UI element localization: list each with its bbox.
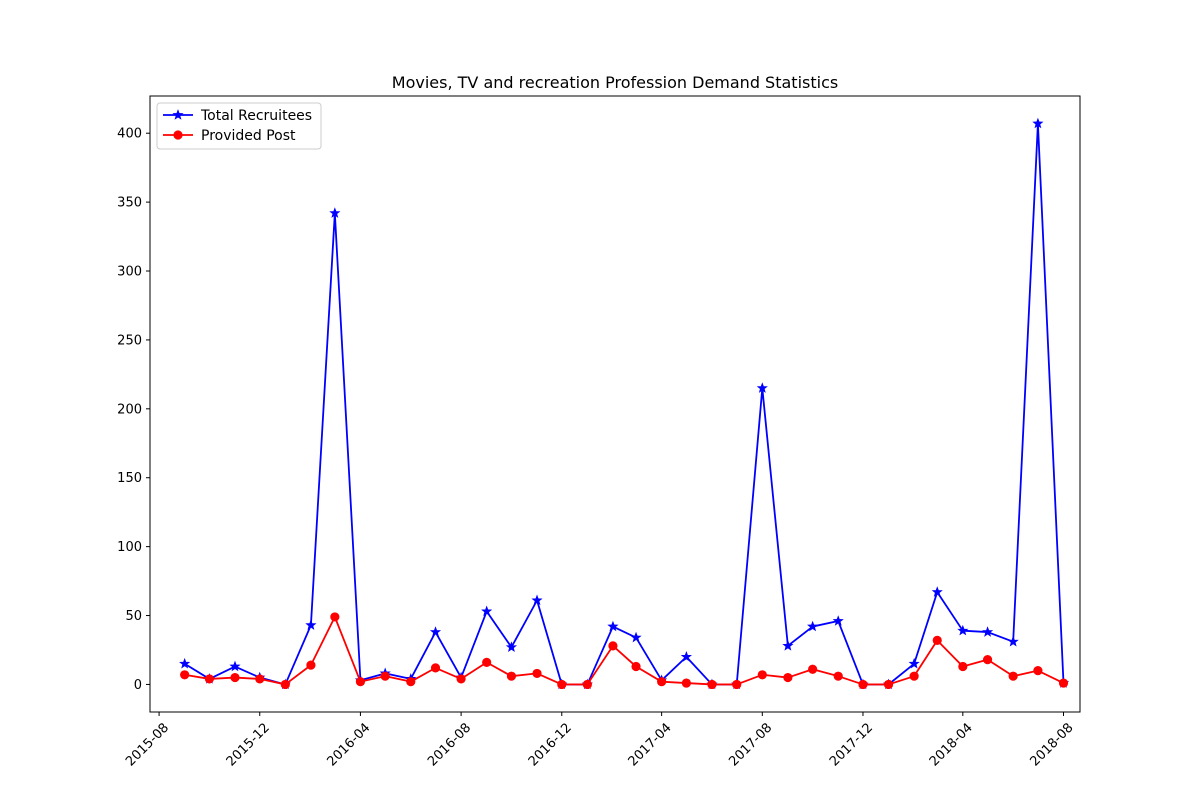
data-point — [982, 655, 993, 665]
data-point — [808, 664, 818, 674]
legend-marker-glyph — [173, 130, 183, 140]
y-tick-label: 100 — [117, 540, 142, 555]
data-point — [680, 651, 692, 662]
data-point — [505, 641, 518, 652]
data-point — [982, 626, 994, 637]
data-point — [832, 615, 844, 626]
data-point — [958, 661, 968, 672]
data-point — [957, 624, 969, 636]
data-point — [932, 635, 942, 645]
y-tick-label: 0 — [134, 678, 142, 693]
data-point — [305, 619, 317, 630]
series-layer — [179, 117, 1070, 690]
data-point — [909, 671, 919, 681]
y-tick-label: 150 — [117, 471, 142, 486]
chart-title: Movies, TV and recreation Profession Dem… — [392, 73, 838, 92]
data-point — [230, 672, 240, 683]
y-tick-label: 400 — [117, 127, 142, 142]
data-point — [330, 612, 340, 622]
series-provided-post — [180, 612, 1069, 690]
legend: Total Recruitees Provided Post — [156, 102, 322, 150]
data-point — [1033, 666, 1043, 676]
data-point — [329, 207, 341, 218]
data-point — [229, 660, 241, 672]
y-tick-label: 50 — [125, 609, 142, 624]
data-point — [1007, 635, 1019, 647]
series-line-provided-post — [184, 616, 1064, 686]
data-point — [482, 657, 492, 667]
data-point — [456, 674, 466, 684]
data-point — [732, 679, 742, 690]
legend-label-total-recruitees: Total Recruitees — [200, 108, 312, 124]
data-point — [807, 620, 819, 632]
data-point — [681, 678, 691, 688]
data-point — [557, 679, 567, 690]
data-point — [1058, 678, 1069, 688]
data-point — [756, 382, 768, 393]
data-point — [582, 679, 592, 690]
data-point — [607, 620, 619, 632]
data-point — [707, 679, 717, 690]
plot-frame — [149, 95, 1081, 713]
data-point — [631, 661, 641, 672]
legend-label-provided-post: Provided Post — [201, 128, 296, 144]
y-tick-label: 350 — [117, 196, 142, 211]
legend-marker-glyph — [172, 109, 184, 120]
data-point — [380, 671, 390, 681]
data-point — [506, 671, 517, 681]
data-point — [280, 679, 290, 690]
legend-marker-provided-post — [173, 130, 183, 140]
data-point — [931, 586, 943, 597]
data-point — [355, 677, 366, 687]
y-tick-label: 200 — [117, 402, 142, 417]
data-point — [406, 677, 416, 687]
data-point — [481, 605, 493, 617]
data-point — [783, 672, 793, 683]
data-point — [180, 670, 190, 680]
data-point — [608, 641, 618, 651]
data-point — [532, 668, 542, 679]
data-point — [1008, 671, 1018, 681]
y-tick-label: 250 — [117, 333, 142, 348]
data-point — [833, 671, 843, 681]
legend-entry-total-recruitees: Total Recruitees — [163, 108, 312, 124]
legend-box — [156, 102, 322, 150]
data-point — [858, 679, 868, 690]
data-point — [782, 639, 794, 651]
data-point — [306, 660, 316, 670]
series-line-total-recruitees — [184, 122, 1065, 686]
data-point — [1032, 117, 1044, 129]
legend-marker-total-recruitees — [172, 109, 184, 120]
legend-entry-provided-post: Provided Post — [163, 128, 296, 144]
data-point — [908, 657, 920, 669]
data-point — [757, 670, 767, 680]
data-point — [429, 626, 442, 637]
data-point — [531, 594, 543, 606]
data-point — [430, 663, 441, 673]
data-point — [657, 677, 667, 687]
data-point — [204, 674, 215, 684]
y-axis: 0 50 100 150 200 250 300 350 400 — [117, 127, 150, 693]
data-point — [255, 674, 265, 684]
data-point — [630, 631, 642, 643]
data-point — [179, 657, 191, 669]
data-point — [883, 679, 894, 690]
y-tick-label: 300 — [117, 265, 142, 280]
